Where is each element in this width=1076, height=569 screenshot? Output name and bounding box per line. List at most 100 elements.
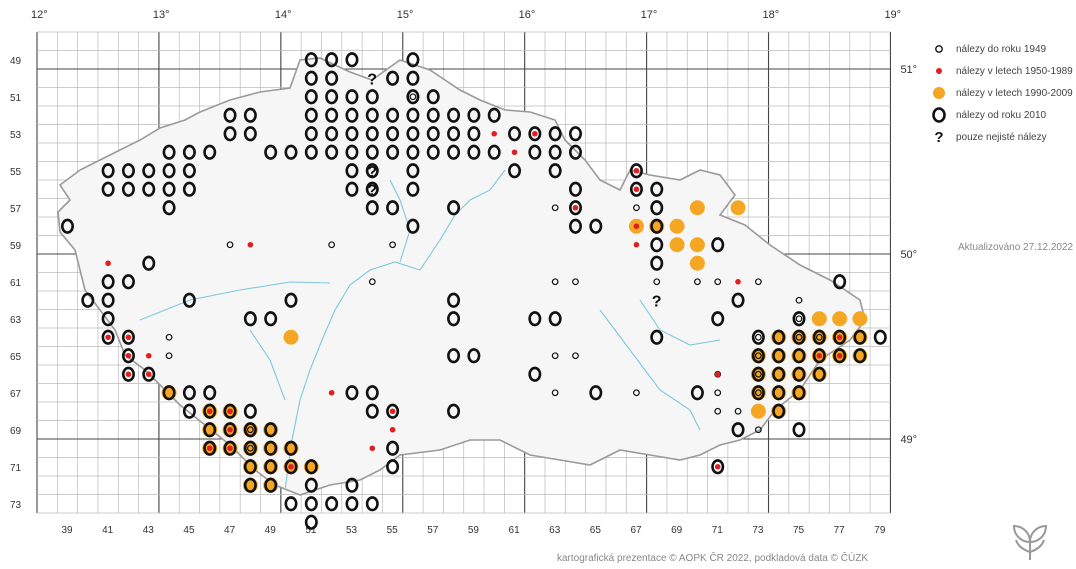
record-small-ring [754,333,762,341]
record-ring [426,126,440,142]
record-ring [873,329,887,345]
record-ring [223,440,237,456]
record-ring [223,403,237,419]
latitude-label: 50° [900,249,917,261]
row-label: 49 [10,56,22,67]
record-ring [447,403,461,419]
aopk-logo-icon [1000,520,1060,569]
record-orange-dot [283,329,299,345]
record-ring [447,311,461,327]
record-ring [386,403,400,419]
record-ring [406,218,420,234]
record-ring [711,311,725,327]
record-ring [81,292,95,308]
record-ring [365,89,379,105]
record-ring [365,200,379,216]
record-ring [447,200,461,216]
record-small-ring [551,204,559,212]
record-ring [467,144,481,160]
record-ring [447,292,461,308]
row-label: 59 [10,241,22,252]
red-dot-icon [930,62,948,80]
record-ring [162,200,176,216]
record-ring [264,144,278,160]
record-ring [528,311,542,327]
record-ring [182,403,196,419]
record-ring [264,311,278,327]
record-ring [406,126,420,142]
record-ring [345,181,359,197]
record-ring [447,144,461,160]
record-ring [589,218,603,234]
river [284,261,421,491]
record-ring [772,348,786,364]
legend-item-red-dot: nálezy v letech 1950-1989 [930,60,1075,82]
record-ring [447,107,461,123]
record-ring [304,459,318,475]
record-ring [528,144,542,160]
legend-label: nálezy v letech 1950-1989 [956,65,1073,77]
record-ring [325,52,339,68]
record-orange-dot [669,218,685,234]
record-orange-dot [730,200,746,216]
column-label: 59 [468,525,480,536]
record-ring [406,144,420,160]
record-ring [386,440,400,456]
record-red-dot [816,352,823,359]
record-red-dot [227,445,233,452]
record-ring [812,329,826,345]
record-ring [182,181,196,197]
record-ring [792,422,806,438]
record-ring [853,348,867,364]
record-ring [243,403,257,419]
legend-item-orange-dot: nálezy v letech 1990-2009 [930,82,1075,104]
record-ring [426,107,440,123]
row-label: 67 [10,389,22,400]
record-ring [203,403,217,419]
legend-item-small-ring: nálezy do roku 1949 [930,38,1075,60]
legend-item-question: ? pouze nejisté nálezy [930,126,1075,148]
record-small-ring [633,389,640,397]
map-legend: nálezy do roku 1949 nálezy v letech 1950… [930,38,1075,148]
record-question-mark: ? [367,182,377,199]
record-ring [101,311,115,327]
record-small-ring [714,407,722,415]
row-label: 61 [10,278,22,289]
record-ring [243,311,257,327]
record-question-mark: ? [367,164,377,181]
record-ring [203,422,217,438]
record-ring [264,477,278,493]
longitude-label: 18° [763,9,780,21]
longitude-label: 19° [884,9,901,21]
record-ring [629,163,643,179]
record-ring [548,126,562,142]
record-ring [629,181,643,197]
record-red-dot [145,371,152,378]
record-ring [406,70,420,86]
record-ring [568,126,582,142]
record-ring [406,89,420,105]
column-label: 41 [102,525,114,536]
record-small-ring [754,426,762,434]
record-ring [162,144,176,160]
column-label: 57 [427,525,439,536]
credit-text: kartografická prezentace © AOPK ČR 2022,… [557,553,869,564]
record-ring [650,237,664,253]
record-ring [142,366,156,382]
record-ring [284,144,298,160]
record-ring [467,126,481,142]
record-ring [325,144,339,160]
record-small-ring [754,370,762,378]
record-ring [812,348,826,364]
record-ring [386,70,400,86]
record-ring [365,403,379,419]
column-label: 71 [712,525,724,536]
record-small-ring [734,407,742,415]
record-ring [345,144,359,160]
column-label: 61 [509,525,521,536]
record-ring [121,181,135,197]
record-ring [264,459,278,475]
record-ring [304,514,318,530]
record-ring [101,274,115,290]
column-label: 63 [549,525,561,536]
